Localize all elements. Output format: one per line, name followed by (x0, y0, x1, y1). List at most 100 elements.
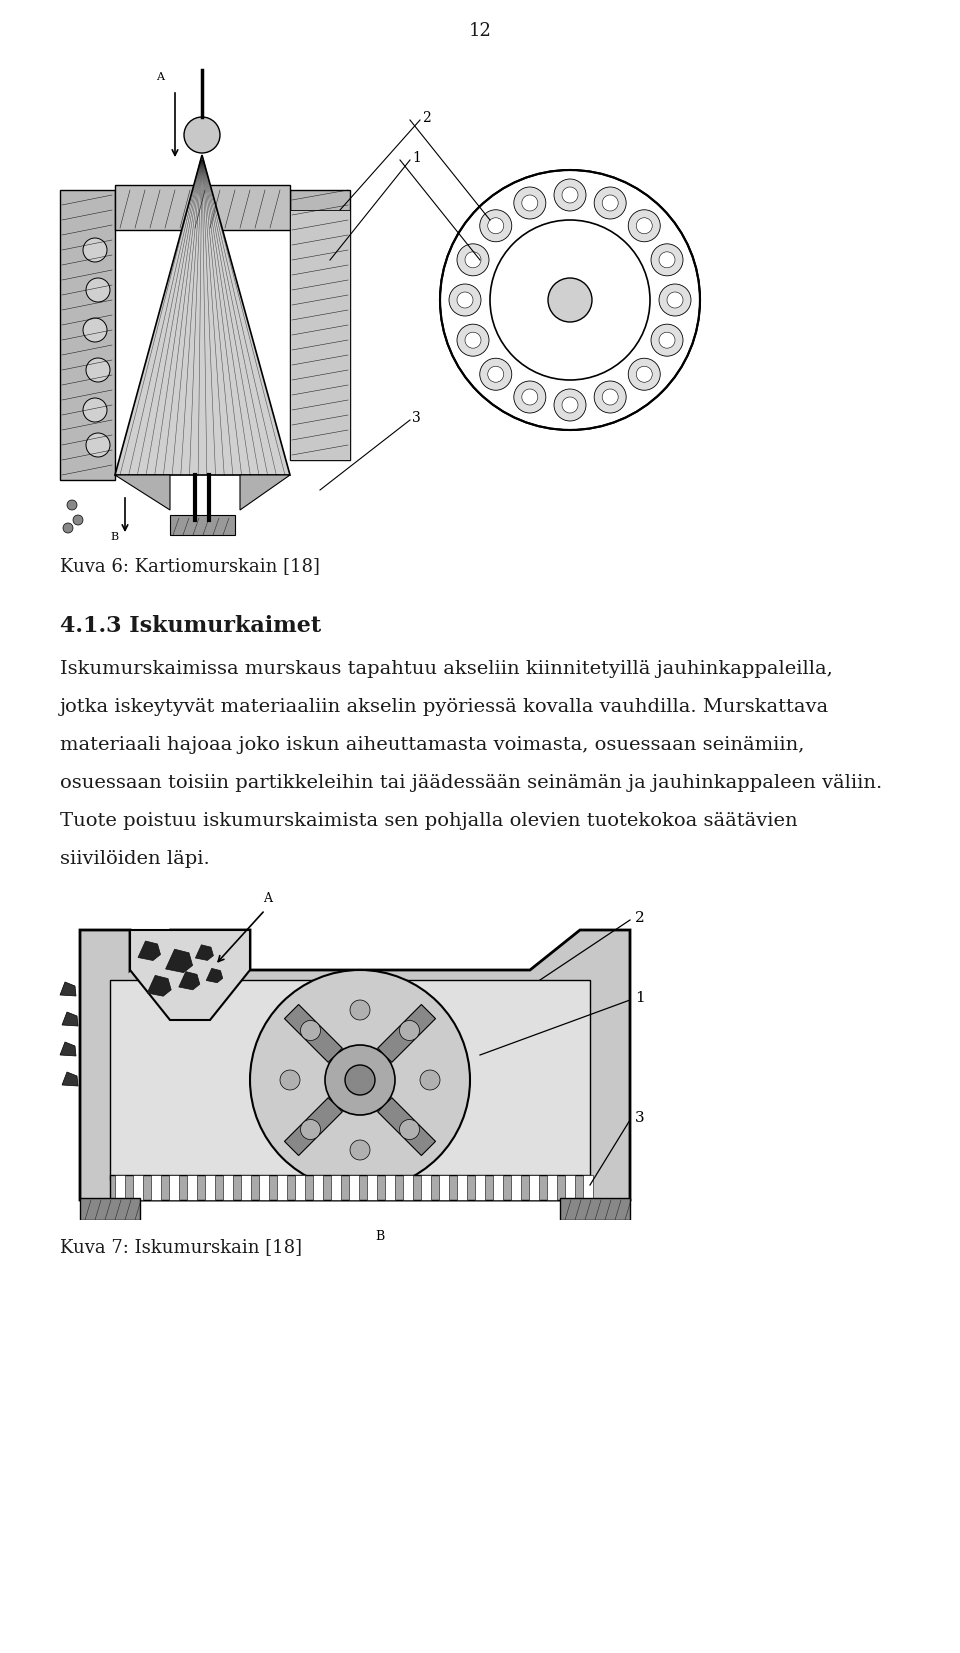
Circle shape (457, 324, 489, 355)
Text: Kuva 7: Iskumurskain [18]: Kuva 7: Iskumurskain [18] (60, 1238, 302, 1256)
Circle shape (457, 245, 489, 276)
Polygon shape (60, 190, 115, 479)
Polygon shape (290, 190, 350, 460)
Circle shape (651, 245, 683, 276)
Circle shape (562, 397, 578, 413)
Circle shape (488, 218, 504, 233)
Circle shape (350, 1141, 370, 1160)
Text: B: B (110, 532, 118, 542)
Circle shape (83, 398, 107, 422)
Circle shape (325, 1045, 395, 1116)
Circle shape (449, 284, 481, 316)
Polygon shape (560, 1198, 630, 1220)
Circle shape (465, 251, 481, 268)
Polygon shape (240, 474, 290, 511)
Circle shape (440, 170, 700, 430)
Bar (421, 1175, 431, 1200)
Text: 3: 3 (412, 412, 420, 425)
Circle shape (420, 1069, 440, 1089)
Circle shape (250, 970, 470, 1190)
Bar (529, 1175, 539, 1200)
Polygon shape (290, 210, 350, 460)
Text: 1: 1 (412, 150, 420, 165)
Circle shape (594, 380, 626, 413)
Polygon shape (62, 1012, 78, 1027)
Circle shape (280, 1069, 300, 1089)
Text: Tuote poistuu iskumurskaimista sen pohjalla olevien tuotekokoa säätävien: Tuote poistuu iskumurskaimista sen pohja… (60, 812, 798, 830)
Polygon shape (80, 931, 630, 1200)
Bar (277, 1175, 287, 1200)
Circle shape (399, 1020, 420, 1040)
Circle shape (465, 332, 481, 349)
Circle shape (480, 210, 512, 241)
Text: A: A (263, 893, 273, 904)
Bar (223, 1175, 233, 1200)
Bar (170, 516, 235, 536)
Text: Iskumurskaimissa murskaus tapahtuu akseliin kiinnitetyillä jauhinkappaleilla,: Iskumurskaimissa murskaus tapahtuu aksel… (60, 660, 832, 678)
Polygon shape (62, 1073, 78, 1086)
Bar (331, 1175, 341, 1200)
Text: A: A (156, 73, 164, 83)
Circle shape (562, 187, 578, 203)
Bar (367, 1175, 377, 1200)
Circle shape (63, 522, 73, 532)
Circle shape (350, 1000, 370, 1020)
Polygon shape (130, 931, 250, 1020)
Text: siivilöiden läpi.: siivilöiden läpi. (60, 850, 209, 868)
Text: 2: 2 (635, 911, 645, 926)
Circle shape (399, 1119, 420, 1139)
Circle shape (602, 195, 618, 212)
Polygon shape (377, 1005, 436, 1063)
Circle shape (602, 388, 618, 405)
Circle shape (514, 380, 546, 413)
Polygon shape (115, 185, 290, 230)
Bar (133, 1175, 143, 1200)
Circle shape (594, 187, 626, 218)
Bar (151, 1175, 161, 1200)
Circle shape (86, 433, 110, 456)
Text: Kuva 6: Kartiomurskain [18]: Kuva 6: Kartiomurskain [18] (60, 557, 320, 575)
Text: 4.1.3 Iskumurkaimet: 4.1.3 Iskumurkaimet (60, 615, 322, 636)
Circle shape (300, 1119, 321, 1139)
Bar (349, 1175, 359, 1200)
Circle shape (86, 359, 110, 382)
Bar (403, 1175, 413, 1200)
Bar (205, 1175, 215, 1200)
Polygon shape (115, 474, 170, 511)
Polygon shape (147, 975, 171, 997)
Bar (295, 1175, 305, 1200)
Polygon shape (206, 969, 223, 982)
Circle shape (184, 117, 220, 154)
Polygon shape (138, 941, 160, 960)
Circle shape (628, 210, 660, 241)
Circle shape (457, 293, 473, 307)
Text: 2: 2 (422, 111, 431, 126)
Polygon shape (115, 155, 290, 474)
Bar (385, 1175, 395, 1200)
Circle shape (554, 179, 586, 212)
Bar (583, 1175, 593, 1200)
Circle shape (659, 251, 675, 268)
Polygon shape (284, 1098, 343, 1155)
Bar (313, 1175, 323, 1200)
Text: jotka iskeytyvät materiaaliin akselin pyöriessä kovalla vauhdilla. Murskattava: jotka iskeytyvät materiaaliin akselin py… (60, 698, 829, 716)
Circle shape (480, 359, 512, 390)
Circle shape (300, 1020, 321, 1040)
Circle shape (548, 278, 592, 322)
Polygon shape (80, 1198, 140, 1220)
Bar (511, 1175, 521, 1200)
Bar (457, 1175, 467, 1200)
Polygon shape (377, 1098, 436, 1155)
Bar (547, 1175, 557, 1200)
Circle shape (73, 516, 83, 526)
Bar (187, 1175, 197, 1200)
Circle shape (554, 388, 586, 422)
Polygon shape (284, 1005, 343, 1063)
Polygon shape (110, 1175, 590, 1200)
Bar (475, 1175, 485, 1200)
Text: osuessaan toisiin partikkeleihin tai jäädessään seinämän ja jauhinkappaleen väli: osuessaan toisiin partikkeleihin tai jää… (60, 774, 882, 792)
Circle shape (490, 220, 650, 380)
Bar (493, 1175, 503, 1200)
Circle shape (488, 367, 504, 382)
Circle shape (659, 332, 675, 349)
